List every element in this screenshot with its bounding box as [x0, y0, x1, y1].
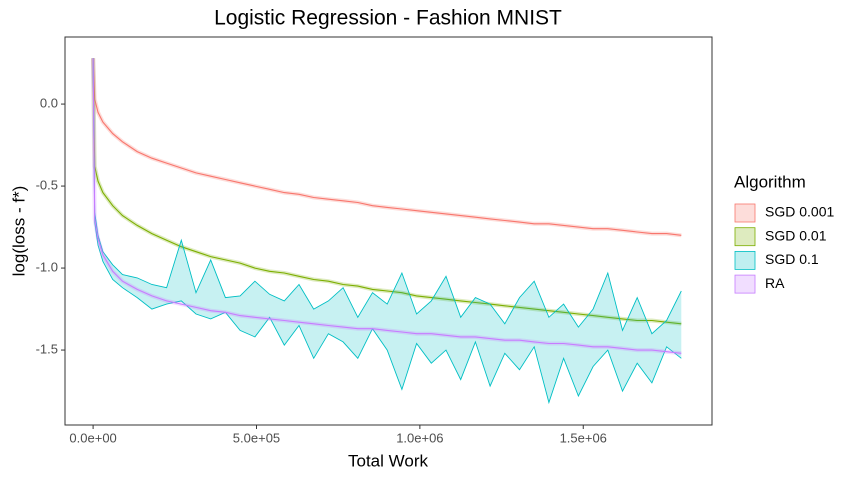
chart-title: Logistic Regression - Fashion MNIST [214, 7, 562, 30]
ribbon-edge [92, 58, 682, 405]
line [92, 58, 682, 354]
y-axis-title: log(loss - f*) [9, 186, 28, 277]
line-band [91, 58, 682, 238]
ribbon [93, 58, 682, 403]
legend-label: SGD 0.01 [765, 227, 827, 243]
y-tick-label: -0.5 [36, 178, 58, 193]
line [92, 58, 682, 236]
legend-title: Algorithm [734, 172, 806, 191]
x-tick-label: 1.5e+06 [560, 430, 607, 445]
legend-key [734, 274, 756, 294]
x-tick-label: 5.0e+05 [233, 430, 280, 445]
y-tick-label: 0.0 [40, 96, 58, 111]
y-tick-label: -1.5 [36, 341, 58, 356]
line [92, 58, 682, 325]
legend-key [734, 203, 756, 223]
legend-label: SGD 0.1 [765, 251, 819, 267]
x-tick-label: 0.0e+00 [69, 430, 116, 445]
x-axis-title: Total Work [348, 451, 428, 470]
legend-key [734, 250, 756, 270]
legend-label: SGD 0.001 [765, 204, 834, 220]
panel-border [64, 36, 713, 426]
y-tick-label: -1.0 [36, 259, 58, 274]
legend-label: RA [765, 275, 785, 291]
x-tick-label: 1.0e+06 [396, 430, 443, 445]
legend-key [734, 227, 756, 247]
ribbon-edge [92, 58, 682, 335]
